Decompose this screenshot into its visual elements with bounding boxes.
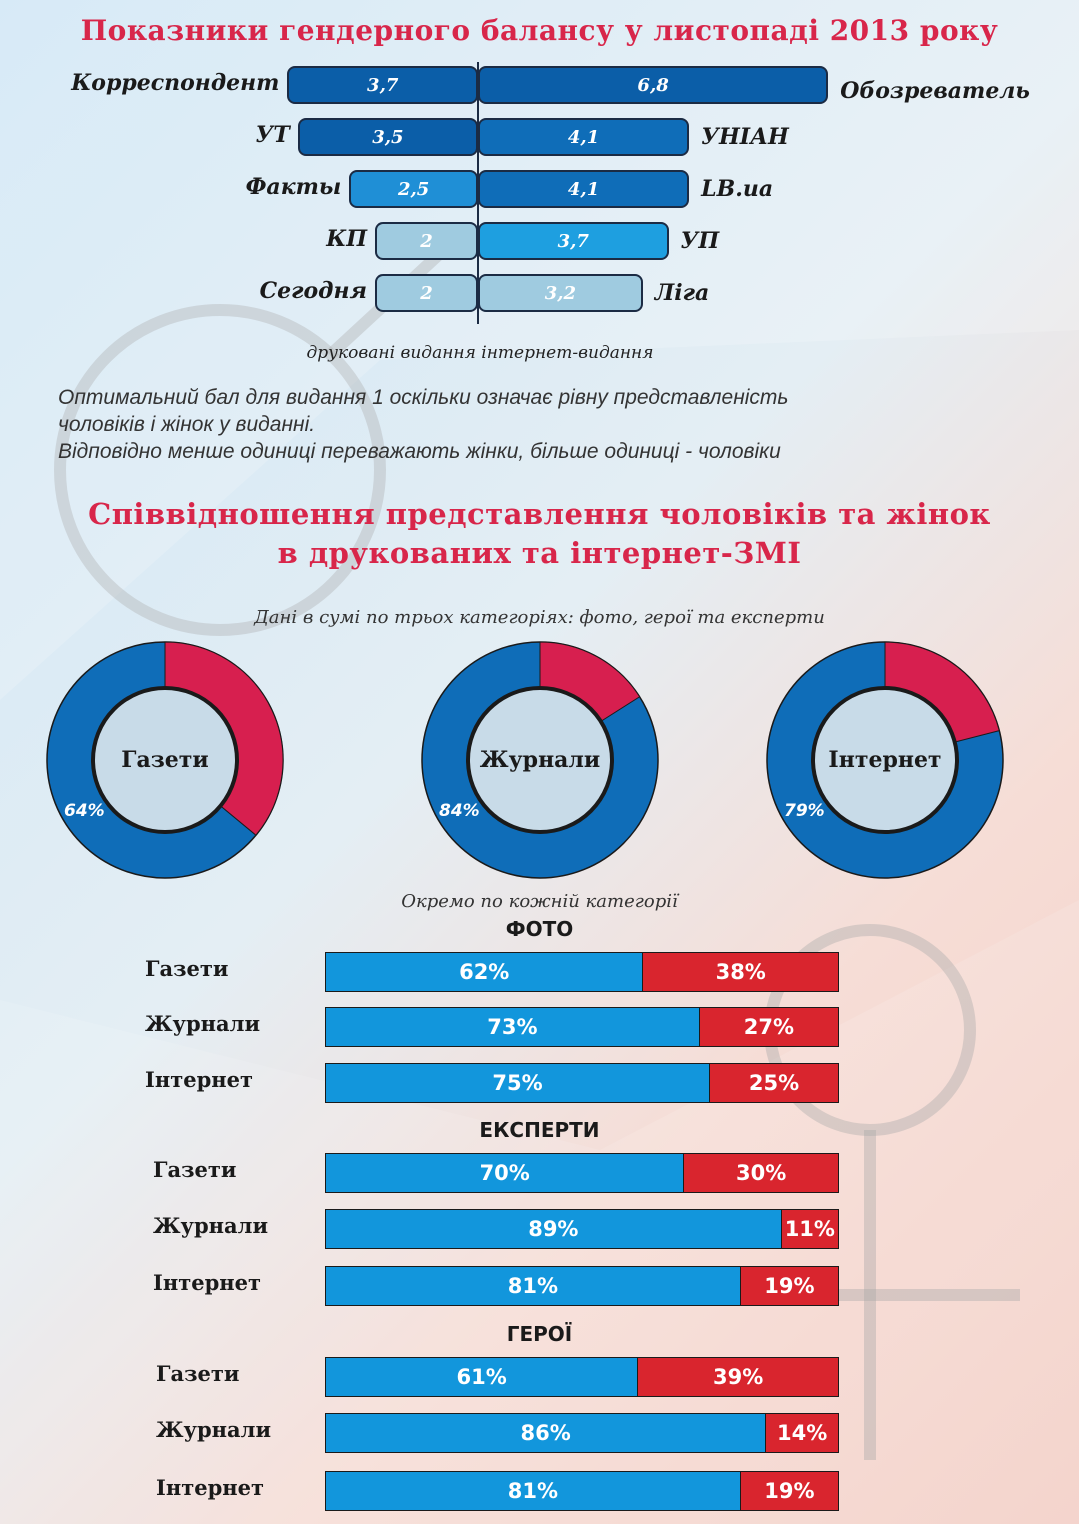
category-row-label-1-1: Журнали [153, 1213, 269, 1238]
women-segment-1-0: 30% [684, 1154, 838, 1192]
men-segment-0-1: 73% [326, 1008, 700, 1046]
note-line-1: Оптимальний бал для видання 1 оскільки о… [58, 386, 789, 409]
category-row-label-0-0: Газети [145, 956, 229, 981]
print-bar-1: 3,5 [297, 118, 478, 156]
print-bar-4: 2 [375, 274, 478, 312]
online-bar-4: 3,2 [478, 274, 643, 312]
women-segment-0-2: 25% [710, 1064, 838, 1102]
category-title-2: ГЕРОЇ [506, 1322, 573, 1346]
category-row-label-2-0: Газети [156, 1361, 240, 1386]
category-row-label-2-2: Інтернет [156, 1475, 264, 1500]
online-bar-1: 4,1 [478, 118, 690, 156]
ratio-title-line-1: Співвідношення представлення чоловіків т… [88, 497, 991, 531]
donut-men-percent-0: 64% [64, 801, 105, 821]
donut-subtitle: Дані в сумі по трьох категоріях: фото, г… [254, 607, 825, 628]
category-row-label-1-0: Газети [153, 1157, 237, 1182]
category-bar-1-2: 81% 19% [325, 1266, 839, 1306]
donut-center-label-2: Інтернет [828, 747, 942, 773]
male-symbol-icon [54, 304, 386, 636]
print-label-2: Факты [245, 174, 342, 200]
donut-men-percent-1: 84% [439, 801, 480, 821]
balance-axis-caption: друковані видання інтернет-видання [250, 343, 710, 363]
print-label-1: УТ [255, 122, 290, 148]
men-segment-1-1: 89% [326, 1210, 782, 1248]
category-title-0: ФОТО [505, 917, 574, 941]
category-row-label-0-1: Журнали [145, 1011, 261, 1036]
women-segment-2-1: 14% [766, 1414, 838, 1452]
note-line-2: чоловіків і жінок у виданні. [58, 413, 316, 436]
online-bar-2: 4,1 [478, 170, 690, 208]
category-bar-0-0: 62% 38% [325, 952, 839, 992]
men-segment-1-0: 70% [326, 1154, 685, 1192]
donut-men-percent-2: 79% [784, 801, 825, 821]
category-bar-1-0: 70% 30% [325, 1153, 839, 1193]
donut-2: Інтернет 79% [764, 639, 1006, 881]
women-segment-0-0: 38% [643, 953, 838, 991]
category-bar-0-2: 75% 25% [325, 1063, 839, 1103]
women-segment-2-0: 39% [638, 1358, 838, 1396]
category-bar-1-1: 89% 11% [325, 1209, 839, 1249]
men-segment-0-0: 62% [326, 953, 644, 991]
explanation-note: Оптимальний бал для видання 1 оскільки о… [58, 384, 1018, 465]
print-bar-2: 2,5 [349, 170, 478, 208]
category-row-label-1-2: Інтернет [153, 1270, 261, 1295]
ratio-title-line-2: в друкованих та інтернет-ЗМІ [277, 536, 802, 570]
online-axis-label: інтернет-видання [481, 343, 654, 363]
category-title-1: ЕКСПЕРТИ [479, 1118, 600, 1142]
online-label-4: Ліга [654, 280, 710, 306]
men-segment-2-1: 86% [326, 1414, 767, 1452]
men-segment-2-2: 81% [326, 1472, 741, 1510]
category-row-label-0-2: Інтернет [145, 1067, 253, 1092]
women-segment-0-1: 27% [699, 1008, 838, 1046]
balance-chart-title: Показники гендерного балансу у листопаді… [80, 14, 999, 47]
women-segment-1-2: 19% [740, 1267, 838, 1305]
category-row-label-2-1: Журнали [156, 1417, 272, 1442]
print-axis-label: друковані видання [306, 343, 476, 363]
category-subtitle: Окремо по кожній категорії [401, 891, 678, 912]
men-segment-2-0: 61% [326, 1358, 639, 1396]
online-bar-3: 3,7 [478, 222, 669, 260]
category-bar-0-1: 73% 27% [325, 1007, 839, 1047]
women-segment-2-2: 19% [740, 1472, 838, 1510]
men-segment-1-2: 81% [326, 1267, 741, 1305]
online-label-1: УНІАН [701, 124, 789, 150]
print-label-0: Корреспондент [71, 70, 280, 96]
print-label-4: Сегодня [259, 278, 367, 304]
note-line-3: Відповідно менше одиниці переважають жін… [58, 440, 781, 463]
online-label-0: Обозреватель [840, 78, 1030, 104]
print-bar-3: 2 [375, 222, 478, 260]
category-bar-2-0: 61% 39% [325, 1357, 839, 1397]
donut-center-label-1: Журнали [479, 747, 601, 773]
print-label-3: КП [326, 226, 367, 252]
online-label-2: LB.ua [701, 176, 774, 202]
online-label-3: УП [680, 228, 720, 254]
category-bar-2-2: 81% 19% [325, 1471, 839, 1511]
women-segment-1-1: 11% [781, 1210, 838, 1248]
print-bar-0: 3,7 [287, 66, 478, 104]
online-bar-0: 6,8 [478, 66, 829, 104]
donut-0: Газети 64% [44, 639, 286, 881]
category-bar-2-1: 86% 14% [325, 1413, 839, 1453]
men-segment-0-2: 75% [326, 1064, 710, 1102]
donut-center-label-0: Газети [121, 747, 209, 773]
donut-1: Журнали 84% [419, 639, 661, 881]
